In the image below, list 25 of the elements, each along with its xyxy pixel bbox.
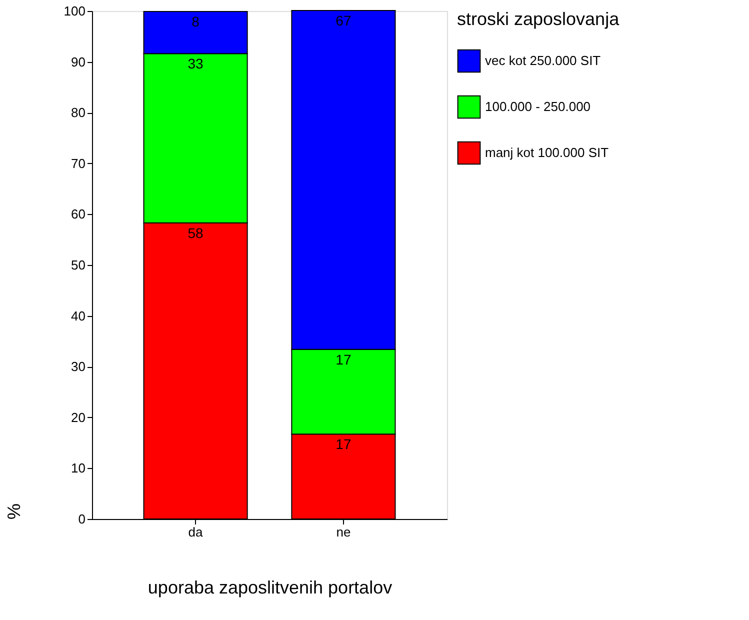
y-tick-label: 20: [71, 410, 86, 425]
data-label: 67: [336, 12, 352, 28]
y-axis-title: %: [4, 503, 24, 520]
y-tick-label: 100: [64, 4, 86, 18]
data-label: 17: [336, 351, 352, 368]
y-tick-label: 90: [71, 54, 86, 70]
data-label: 17: [336, 436, 352, 452]
y-tick-label: 10: [71, 460, 86, 476]
y-tick-label: 80: [71, 105, 86, 120]
x-tick-label: da: [188, 524, 204, 540]
y-tick-label: 30: [71, 359, 86, 374]
legend-label: 100.000 - 250.000: [485, 99, 591, 114]
data-label: 8: [192, 14, 200, 30]
legend-title: stroski zaposlovanja: [457, 9, 620, 29]
legend-label: manj kot 100.000 SIT: [485, 145, 609, 160]
y-tick-label: 40: [71, 308, 86, 324]
y-tick-label: 60: [71, 206, 86, 222]
x-axis-title: uporaba zaposlitvenih portalov: [148, 578, 392, 598]
data-label: 58: [188, 224, 204, 241]
legend-label: vec kot 250.000 SIT: [485, 53, 601, 68]
x-tick-label: ne: [336, 524, 351, 540]
y-tick-label: 70: [71, 156, 86, 171]
y-tick-label: 0: [78, 512, 86, 526]
y-tick-label: 50: [71, 258, 86, 272]
data-label: 33: [188, 56, 204, 72]
